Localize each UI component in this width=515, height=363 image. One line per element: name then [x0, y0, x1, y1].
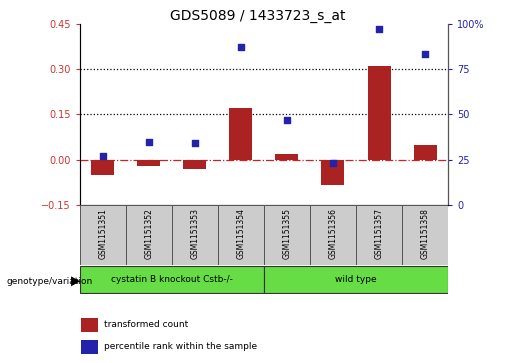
- Text: GSM1151357: GSM1151357: [374, 208, 384, 259]
- Point: [421, 52, 429, 57]
- Bar: [229, 108, 252, 160]
- Text: wild type: wild type: [335, 275, 377, 284]
- Bar: [264, 205, 310, 265]
- Bar: [183, 160, 207, 169]
- Text: GSM1151352: GSM1151352: [144, 208, 153, 259]
- Bar: [172, 205, 218, 265]
- Bar: [91, 160, 114, 175]
- Text: percentile rank within the sample: percentile rank within the sample: [104, 342, 258, 351]
- Polygon shape: [71, 276, 80, 286]
- Bar: [81, 318, 98, 332]
- Bar: [80, 205, 126, 265]
- Text: cystatin B knockout Cstb-/-: cystatin B knockout Cstb-/-: [111, 275, 233, 284]
- Bar: [80, 266, 264, 293]
- Text: GSM1151356: GSM1151356: [329, 208, 337, 259]
- Bar: [310, 205, 356, 265]
- Bar: [276, 154, 299, 160]
- Bar: [218, 205, 264, 265]
- Bar: [356, 205, 402, 265]
- Bar: [321, 160, 345, 184]
- Bar: [402, 205, 448, 265]
- Bar: [81, 339, 98, 354]
- Bar: [368, 66, 390, 160]
- Text: GSM1151351: GSM1151351: [98, 208, 107, 259]
- Text: GSM1151354: GSM1151354: [236, 208, 246, 259]
- Bar: [414, 144, 437, 160]
- Bar: [126, 205, 172, 265]
- Text: GSM1151353: GSM1151353: [191, 208, 199, 259]
- Text: transformed count: transformed count: [104, 321, 188, 329]
- Bar: [264, 266, 448, 293]
- Point: [283, 117, 291, 123]
- Text: GSM1151355: GSM1151355: [282, 208, 291, 259]
- Point: [145, 139, 153, 144]
- Text: GDS5089 / 1433723_s_at: GDS5089 / 1433723_s_at: [170, 9, 345, 23]
- Point: [329, 160, 337, 166]
- Bar: [138, 160, 160, 166]
- Text: GSM1151358: GSM1151358: [421, 208, 430, 259]
- Point: [99, 153, 107, 159]
- Text: genotype/variation: genotype/variation: [6, 277, 92, 286]
- Point: [375, 26, 383, 32]
- Point: [191, 140, 199, 146]
- Point: [237, 44, 245, 50]
